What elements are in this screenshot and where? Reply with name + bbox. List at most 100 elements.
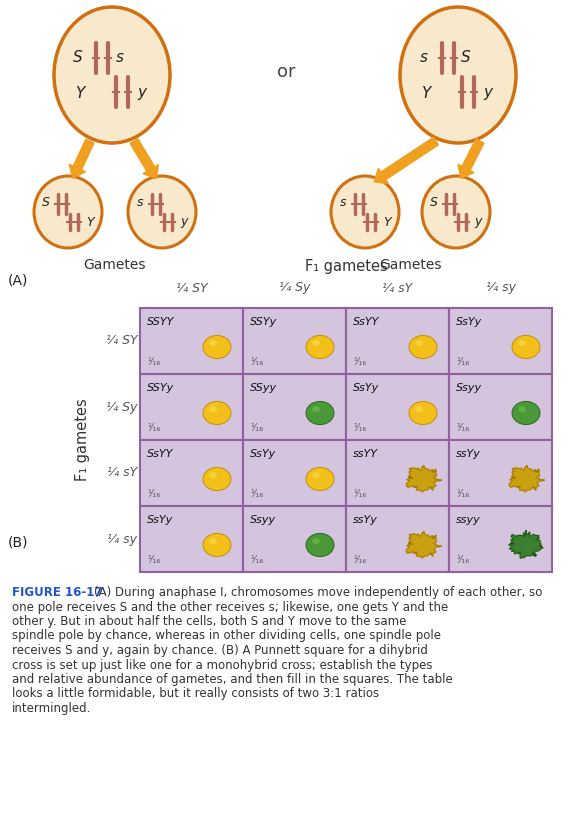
Text: ssyy: ssyy [456,515,481,525]
Text: Y: Y [421,85,431,100]
Text: (A): (A) [8,274,28,288]
Text: (B): (B) [8,536,29,549]
Ellipse shape [203,533,231,557]
Text: SSYY: SSYY [147,317,174,327]
Ellipse shape [422,176,490,248]
Text: ¹⁄₁₆: ¹⁄₁₆ [147,423,160,433]
Bar [140,308,243,374]
Ellipse shape [400,7,516,143]
Text: ¹⁄₁₆: ¹⁄₁₆ [353,489,366,499]
Ellipse shape [415,406,423,412]
Polygon shape [509,466,545,492]
Ellipse shape [128,176,196,248]
Text: s: s [137,195,143,208]
Text: FIGURE 16-17: FIGURE 16-17 [12,586,103,599]
Text: S: S [461,50,471,64]
Text: ¹⁄₁₆: ¹⁄₁₆ [250,423,263,433]
Text: other y. But in about half the cells, both S and Y move to the same: other y. But in about half the cells, bo… [12,615,406,628]
Bar [243,506,346,572]
Ellipse shape [312,472,320,478]
Text: looks a little formidable, but it really consists of two 3:1 ratios: looks a little formidable, but it really… [12,688,379,701]
Text: one pole receives S and the other receives s; likewise, one gets Y and the: one pole receives S and the other receiv… [12,601,448,614]
Polygon shape [406,532,441,558]
Ellipse shape [312,538,320,544]
Text: Gametes: Gametes [379,258,441,272]
Bar [243,308,346,374]
Bar [140,506,243,572]
Text: s: s [420,50,428,64]
Ellipse shape [209,538,217,544]
Text: ¹⁄₁₆: ¹⁄₁₆ [353,423,366,433]
Text: ¹⁄₄ sy: ¹⁄₄ sy [107,532,137,545]
FancyArrow shape [374,138,438,183]
Ellipse shape [306,401,334,425]
Text: ssYy: ssYy [456,449,481,459]
Bar [449,506,552,572]
Text: ¹⁄₁₆: ¹⁄₁₆ [147,555,160,565]
Text: spindle pole by chance, whereas in other dividing cells, one spindle pole: spindle pole by chance, whereas in other… [12,629,441,642]
Text: SSYy: SSYy [147,383,174,393]
Text: y: y [474,216,482,229]
Ellipse shape [203,467,231,491]
Text: S: S [73,50,83,64]
Text: and relative abundance of gametes, and then fill in the squares. The table: and relative abundance of gametes, and t… [12,673,453,686]
Text: Y: Y [86,216,94,229]
Text: SsYy: SsYy [456,317,483,327]
Text: cross is set up just like one for a monohybrid cross; establish the types: cross is set up just like one for a mono… [12,659,433,672]
Text: s: s [116,50,124,64]
Ellipse shape [54,7,170,143]
Text: Ssyy: Ssyy [250,515,276,525]
Bar [243,374,346,440]
Bar [243,440,346,506]
FancyArrow shape [458,139,484,178]
Text: SsYY: SsYY [353,317,379,327]
Ellipse shape [203,335,231,358]
Ellipse shape [331,176,399,248]
Ellipse shape [209,406,217,412]
Text: ¹⁄₁₆: ¹⁄₁₆ [250,555,263,565]
Text: s: s [340,195,346,208]
Bar [449,374,552,440]
Text: ¹⁄₄ SY: ¹⁄₄ SY [176,282,207,295]
Text: SSyy: SSyy [250,383,277,393]
Ellipse shape [209,340,217,346]
Bar [346,440,449,506]
Text: ¹⁄₄ SY: ¹⁄₄ SY [106,335,138,348]
Ellipse shape [312,340,320,346]
Ellipse shape [203,401,231,425]
Text: ¹⁄₄ Sy: ¹⁄₄ Sy [279,282,310,295]
Bar [346,506,449,572]
Text: ¹⁄₄ sY: ¹⁄₄ sY [382,282,413,295]
Text: receives S and y, again by chance. (B) A Punnett square for a dihybrid: receives S and y, again by chance. (B) A… [12,644,428,657]
Text: SsYy: SsYy [250,449,276,459]
Polygon shape [509,531,543,558]
Bar [140,374,243,440]
Ellipse shape [34,176,102,248]
Text: y: y [484,85,492,100]
Ellipse shape [306,533,334,557]
Text: ¹⁄₁₆: ¹⁄₁₆ [353,357,366,367]
Bar [140,440,243,506]
Bar [346,308,449,374]
Text: ¹⁄₄ sy: ¹⁄₄ sy [485,282,515,295]
Text: SsYy: SsYy [353,383,379,393]
Text: Gametes: Gametes [84,258,146,272]
Text: ¹⁄₁₆: ¹⁄₁₆ [147,357,160,367]
FancyArrow shape [130,138,158,178]
Ellipse shape [512,401,540,425]
Text: F₁ gametes: F₁ gametes [75,399,89,481]
Text: SsYY: SsYY [147,449,173,459]
Ellipse shape [306,335,334,358]
Polygon shape [406,466,441,492]
Bar [449,440,552,506]
Ellipse shape [415,340,423,346]
Text: ¹⁄₄ sY: ¹⁄₄ sY [107,466,137,479]
Ellipse shape [312,406,320,412]
Text: ¹⁄₄ Sy: ¹⁄₄ Sy [106,400,138,414]
Ellipse shape [518,406,526,412]
Text: or: or [276,63,295,81]
Text: (A) During anaphase I, chromosomes move independently of each other, so: (A) During anaphase I, chromosomes move … [94,586,542,599]
Ellipse shape [306,467,334,491]
Text: S: S [430,195,438,208]
Text: ¹⁄₁₆: ¹⁄₁₆ [250,357,263,367]
